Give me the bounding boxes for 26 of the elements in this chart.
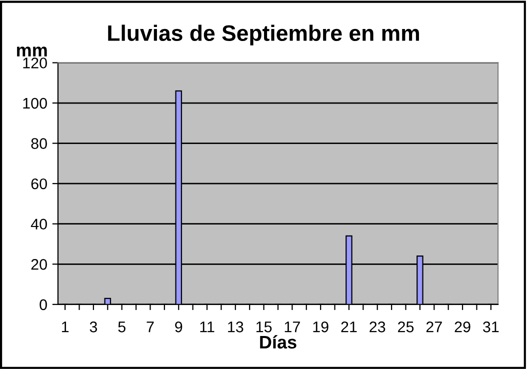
chart-title: Lluvias de Septiembre en mm bbox=[108, 24, 419, 46]
x-tick-label: 15 bbox=[256, 322, 272, 332]
x-tick-label: 23 bbox=[370, 321, 386, 332]
x-tick-label: 25 bbox=[398, 321, 414, 332]
y-tick-label: 100 bbox=[23, 98, 47, 109]
y-tick-label: 80 bbox=[31, 138, 47, 149]
x-tick-label: 31 bbox=[483, 321, 499, 332]
x-tick-label: 19 bbox=[313, 321, 328, 332]
x-tick-label: 11 bbox=[200, 322, 214, 332]
y-tick-label: 120 bbox=[23, 58, 47, 68]
y-axis-title: mm bbox=[17, 46, 47, 56]
x-tick-label: 1 bbox=[62, 322, 69, 332]
y-tick-label: 20 bbox=[31, 259, 47, 270]
y-tick-label: 0 bbox=[40, 299, 47, 310]
x-tick-label: 29 bbox=[454, 321, 470, 332]
x-tick-label: 17 bbox=[284, 322, 300, 332]
x-tick-label: 13 bbox=[228, 321, 244, 332]
x-tick-label: 3 bbox=[90, 321, 98, 332]
x-tick-label: 7 bbox=[146, 322, 154, 332]
x-tick-label: 27 bbox=[426, 321, 442, 332]
x-tick-label: 5 bbox=[118, 322, 126, 332]
y-tick-label: 40 bbox=[30, 218, 47, 230]
x-axis-title: Días bbox=[260, 335, 296, 349]
x-tick-label: 21 bbox=[341, 321, 357, 332]
y-tick-label: 60 bbox=[31, 178, 47, 190]
x-tick-label: 9 bbox=[175, 321, 182, 332]
